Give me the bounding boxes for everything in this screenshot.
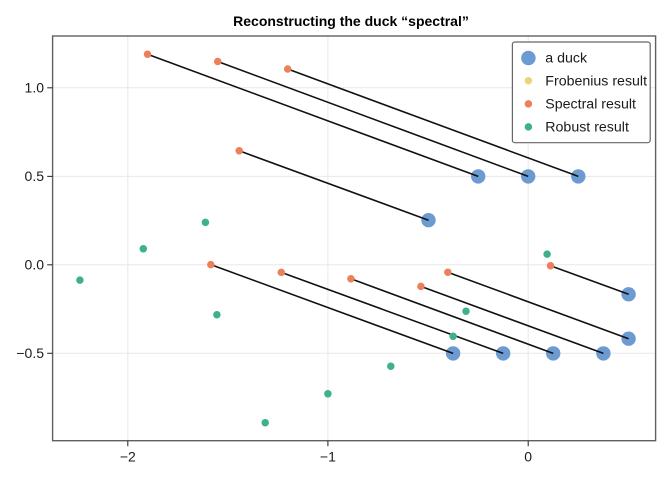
svg-text:Frobenius result: Frobenius result [545, 73, 647, 89]
svg-text:Spectral result: Spectral result [545, 97, 636, 113]
svg-text:Reconstructing the duck “spect: Reconstructing the duck “spectral” [233, 13, 469, 29]
svg-text:1.0: 1.0 [25, 79, 45, 95]
svg-text:−1: −1 [320, 449, 336, 465]
svg-text:0.0: 0.0 [25, 256, 45, 272]
svg-text:−2: −2 [120, 449, 136, 465]
svg-text:a duck: a duck [545, 51, 588, 67]
svg-text:−0.5: −0.5 [16, 345, 44, 361]
svg-text:0.5: 0.5 [25, 168, 45, 184]
svg-text:Robust result: Robust result [545, 120, 629, 136]
svg-text:0: 0 [524, 449, 532, 465]
